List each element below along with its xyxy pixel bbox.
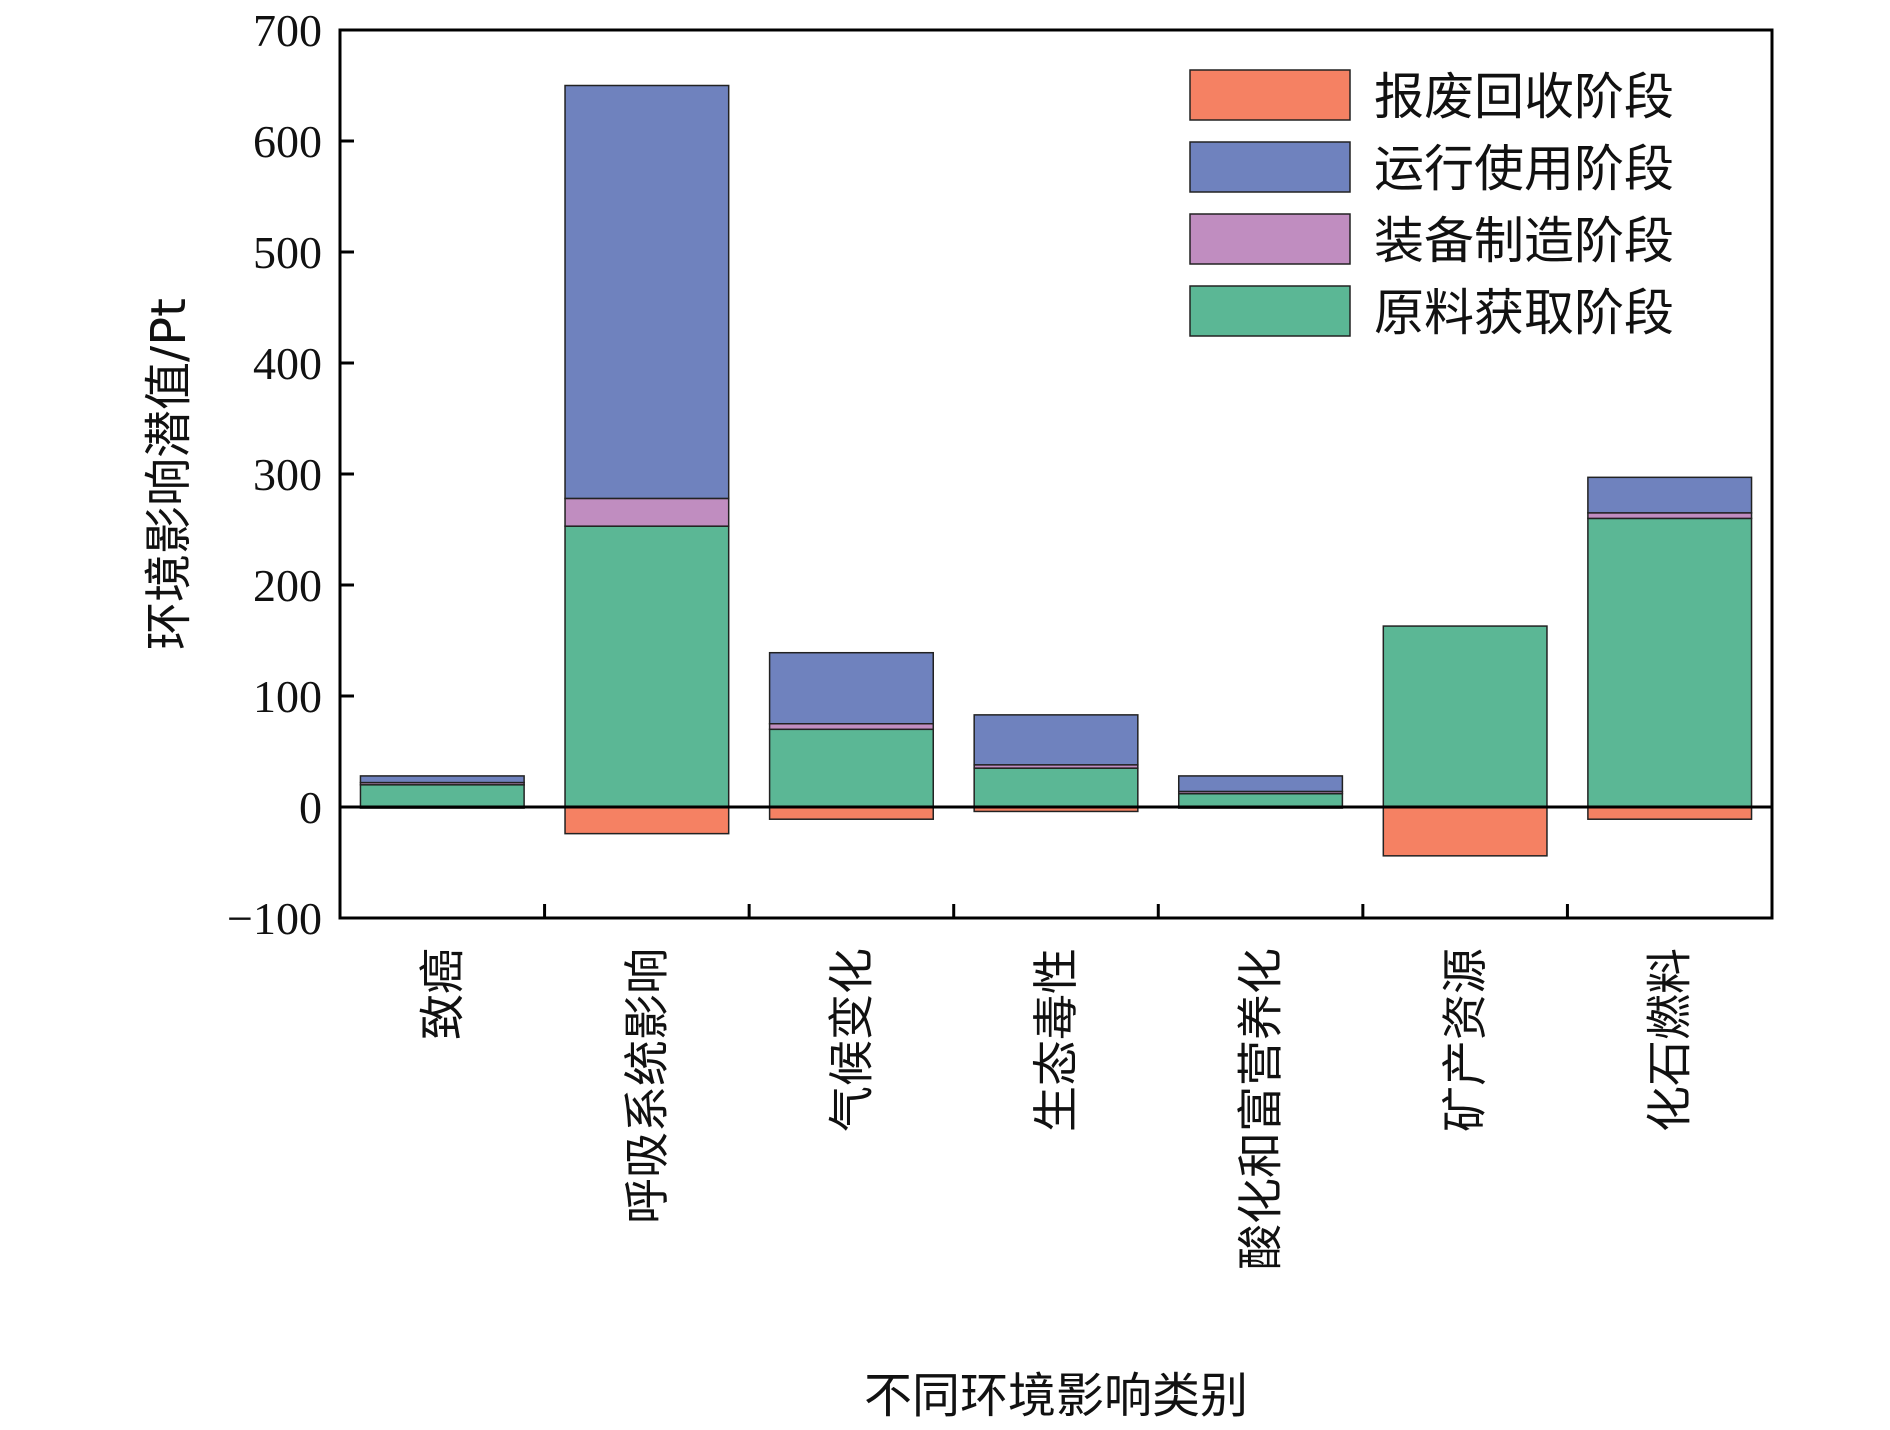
bar-segment [1587,512,1753,520]
y-tick-label: 300 [253,449,322,500]
x-axis: 致癌 呼吸系统影响 气候变化 生态毒性 酸化和富营养化 矿产资源 化石燃料 [415,904,1697,1270]
bar-segment [1382,625,1548,808]
bar-segment [973,767,1139,808]
legend-label: 原料获取阶段 [1374,284,1674,342]
bar-segment [1587,806,1753,820]
bar-segment [1177,775,1344,793]
bar-segment [973,714,1139,766]
bars-layer [359,84,1753,857]
y-tick-label: 600 [253,116,322,167]
y-axis-title: 环境影响潜值/Pt [141,298,197,650]
x-tick-label: 生态毒性 [1029,948,1083,1132]
x-axis-title: 不同环境影响类别 [864,1368,1248,1424]
bar-segment [1382,806,1548,857]
x-tick-label: 酸化和富营养化 [1234,948,1288,1270]
x-tick-label: 气候变化 [824,948,878,1132]
legend-label: 报废回收阶段 [1374,68,1674,126]
bar-segment [768,728,935,808]
y-axis: −100 0 100 200 300 400 500 600 700 [227,5,354,944]
y-tick-label: −100 [227,893,322,944]
x-tick-label: 致癌 [415,948,469,1040]
bar-segment [1587,476,1753,514]
legend-label: 运行使用阶段 [1374,140,1674,198]
bar-segment [564,806,730,835]
legend-swatch [1189,69,1351,121]
y-tick-label: 500 [253,227,322,278]
x-tick-label: 矿产资源 [1438,948,1492,1132]
bar-segment [768,651,935,725]
y-tick-label: 400 [253,338,322,389]
bar-segment [768,806,935,820]
bar-segment [564,497,730,527]
legend-swatch [1189,141,1351,193]
y-tick-label: 200 [253,560,322,611]
x-tick-label: 呼吸系统影响 [620,948,674,1224]
y-tick-label: 100 [253,671,322,722]
legend-label: 装备制造阶段 [1374,212,1674,270]
bar-segment [1177,792,1344,808]
bar-segment [1587,517,1753,808]
legend-swatch [1189,213,1351,265]
y-tick-label: 700 [253,5,322,56]
bar-segment [359,775,525,784]
legend-swatch [1189,285,1351,337]
bar-segment [564,84,730,500]
bar-segment [768,723,935,731]
x-tick-label: 化石燃料 [1643,948,1697,1132]
bar-segment [564,525,730,808]
bar-segment [359,784,525,808]
y-tick-label: 0 [299,782,322,833]
